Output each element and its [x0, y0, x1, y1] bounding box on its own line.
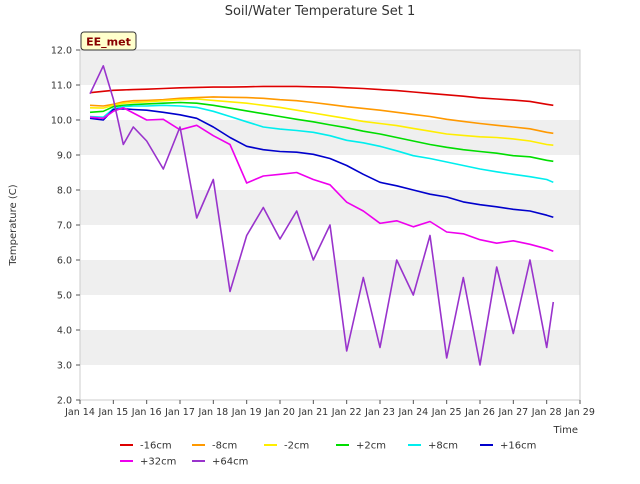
series-line-6	[89, 108, 554, 219]
x-tick-label: Jan 22	[331, 407, 362, 418]
legend: -16cm -8cm -2cm +2cm +8cm +16cm +32cm +64cm	[120, 441, 536, 468]
legend-label: +32cm	[140, 457, 176, 468]
y-axis: 2.0 3.0 4.0 5.0 6.0 7.0 8.0 9.0 10.0 11.0 12.0	[51, 46, 80, 407]
legend-label: -2cm	[284, 441, 309, 452]
x-tick-label: Jan 18	[197, 407, 228, 418]
y-tick-label: 2.0	[57, 396, 72, 407]
grid-band	[80, 50, 580, 85]
x-tick-label: Jan 27	[497, 407, 528, 418]
grid-bands	[80, 50, 580, 400]
x-tick-label: Jan 24	[397, 407, 428, 418]
x-tick-label: Jan 23	[364, 407, 395, 418]
x-tick-label: Jan 21	[297, 407, 328, 418]
x-tick-label: Jan 29	[564, 407, 595, 418]
x-axis: Jan 14 Jan 15 Jan 16 Jan 17 Jan 18 Jan 19 Jan …	[64, 400, 595, 418]
y-tick-label: 12.0	[51, 46, 72, 57]
y-tick-label: 3.0	[57, 361, 72, 372]
chart-title: Soil/Water Temperature Set 1	[225, 4, 416, 19]
x-tick-label: Jan 20	[264, 407, 295, 418]
legend-label: -16cm	[140, 441, 172, 452]
annotation-background	[80, 31, 137, 51]
legend-label: +8cm	[428, 441, 458, 452]
legend-label: -8cm	[212, 441, 237, 452]
y-tick-label: 6.0	[57, 256, 72, 267]
grid-band	[80, 330, 580, 365]
series-line-1	[89, 85, 554, 107]
series-line-2	[89, 96, 554, 135]
legend-label: +2cm	[356, 441, 386, 452]
y-tick-label: 10.0	[51, 116, 72, 127]
series-lines	[89, 65, 555, 366]
y-tick-label: 9.0	[57, 151, 72, 162]
annotation-label: EE_met	[86, 36, 131, 49]
series-line-8	[89, 65, 555, 366]
grid-band	[80, 260, 580, 295]
y-tick-label: 8.0	[57, 186, 72, 197]
legend-label: +64cm	[212, 457, 248, 468]
x-tick-label: Jan 28	[531, 407, 562, 418]
x-tick-label: Jan 17	[164, 407, 195, 418]
series-line-7	[89, 107, 554, 253]
y-tick-label: 11.0	[51, 81, 72, 92]
series-line-3	[89, 98, 554, 146]
series-line-5	[89, 104, 554, 184]
y-tick-label: 5.0	[57, 291, 72, 302]
x-tick-label: Jan 19	[231, 407, 262, 418]
x-tick-label: Jan 15	[97, 407, 128, 418]
y-axis-label: Temperature (C)	[8, 184, 19, 266]
series-line-4	[89, 101, 554, 163]
x-tick-label: Jan 26	[464, 407, 495, 418]
annotation-box: EE_met	[80, 31, 137, 51]
x-tick-label: Jan 14	[64, 407, 95, 418]
x-tick-label: Jan 25	[431, 407, 462, 418]
y-tick-label: 4.0	[57, 326, 72, 337]
legend-label: +16cm	[500, 441, 536, 452]
x-axis-label: Time	[553, 425, 578, 436]
y-tick-label: 7.0	[57, 221, 72, 232]
x-tick-label: Jan 16	[131, 407, 162, 418]
